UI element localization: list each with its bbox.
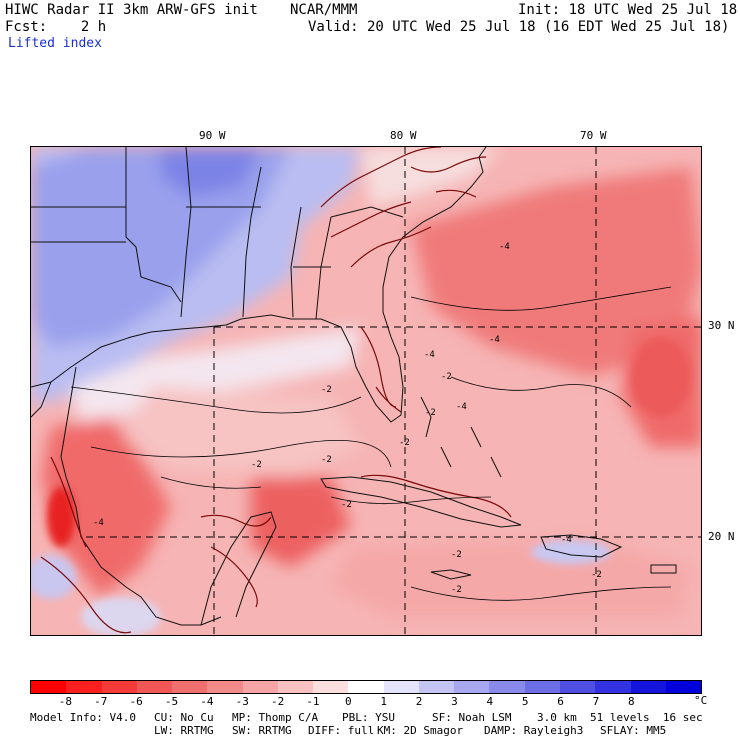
colorbar-tick-label: -5 bbox=[164, 695, 179, 708]
colorbar-swatch bbox=[630, 681, 666, 693]
footer-lw: LW: RRTMG bbox=[154, 724, 214, 737]
footer-diff: DIFF: full bbox=[308, 724, 375, 737]
contour-label: -2 bbox=[591, 570, 602, 580]
colorbar-swatch bbox=[172, 681, 208, 693]
lat-label-30n: 30 N bbox=[708, 319, 735, 332]
valid-time: Valid: 20 UTC Wed 25 Jul 18 (16 EDT Wed … bbox=[308, 19, 730, 35]
init-time: Init: 18 UTC Wed 25 Jul 18 bbox=[518, 2, 738, 18]
intense-cores bbox=[31, 337, 691, 635]
colorbar-tick-label: 7 bbox=[592, 695, 600, 708]
colorbar-swatch bbox=[136, 681, 173, 693]
colorbar-unit: °C bbox=[694, 694, 708, 707]
contour-label: -4 bbox=[424, 350, 435, 360]
contour-label: -2 bbox=[425, 408, 436, 418]
contour-label: -2 bbox=[321, 455, 332, 465]
colorbar-tick-label: -4 bbox=[200, 695, 214, 708]
contour-label: -2 bbox=[251, 460, 262, 470]
colorbar-tick-label: 2 bbox=[415, 695, 423, 708]
colorbar-tick-label: -8 bbox=[58, 695, 72, 708]
colorbar-tick-label: 3 bbox=[451, 695, 458, 708]
model-title: HIWC Radar II 3km ARW-GFS init bbox=[5, 2, 258, 18]
contour-label: -2 bbox=[451, 585, 462, 595]
footer-damp: DAMP: Rayleigh3 bbox=[484, 724, 584, 737]
convection-contours bbox=[40, 147, 512, 634]
colorbar-swatch bbox=[595, 681, 631, 693]
contour-label: -2 bbox=[341, 500, 352, 510]
colorbar-swatch bbox=[348, 681, 384, 693]
footer-km: KM: 2D Smagor bbox=[377, 724, 464, 737]
contour-label: -2 bbox=[441, 372, 452, 382]
colorbar-swatch bbox=[101, 681, 137, 693]
lat-label-20n: 20 N bbox=[708, 530, 735, 543]
coastlines bbox=[31, 147, 677, 626]
colorbar-tick-label: 6 bbox=[557, 695, 564, 708]
colorbar-swatch bbox=[383, 681, 419, 693]
colorbar-tick-label: -7 bbox=[94, 695, 108, 708]
contour-label: -4 bbox=[499, 242, 510, 252]
colorbar-swatch bbox=[31, 681, 67, 693]
footer-cu: CU: No Cu bbox=[154, 711, 214, 724]
center-label: NCAR/MMM bbox=[290, 2, 358, 18]
footer-mp: MP: Thomp C/A bbox=[232, 711, 319, 724]
colorbar-swatch bbox=[313, 681, 349, 693]
colorbar-swatch bbox=[454, 681, 490, 693]
colorbar-tick-label: 8 bbox=[627, 695, 635, 708]
footer-sflay: SFLAY: MM5 bbox=[600, 724, 667, 737]
colorbar-tick-label: 0 bbox=[345, 695, 352, 708]
colorbar-tick-label: 5 bbox=[521, 695, 529, 708]
colorbar-swatch bbox=[277, 681, 314, 693]
lon-label-70w: 70 W bbox=[580, 129, 607, 142]
footer-model-info: Model Info: V4.0 bbox=[30, 711, 136, 724]
lifted-index-map: -4 -4 -4 -2 -2 -4 -2 -2 -2 -4 -2 -2 -2 -… bbox=[30, 146, 702, 636]
graticule bbox=[86, 147, 701, 635]
contour-label: -4 bbox=[561, 535, 572, 545]
lon-label-80w: 80 W bbox=[390, 129, 417, 142]
colorbar-swatch bbox=[207, 681, 243, 693]
contour-label: -2 bbox=[321, 385, 332, 395]
lon-label-90w: 90 W bbox=[199, 129, 226, 142]
colorbar-swatch bbox=[559, 681, 596, 693]
contour-label: -4 bbox=[489, 335, 500, 345]
footer-sf: SF: Noah LSM bbox=[432, 711, 512, 724]
colorbar-tick-label: -1 bbox=[306, 695, 320, 708]
colorbar-tick-label: -2 bbox=[270, 695, 285, 708]
forecast-hour: Fcst: 2 h bbox=[5, 19, 107, 35]
colorbar-tick-label: -6 bbox=[129, 695, 143, 708]
colorbar-swatch bbox=[418, 681, 455, 693]
contour-label: -2 bbox=[451, 550, 462, 560]
colorbar-tick-label: -3 bbox=[235, 695, 249, 708]
contour-label-group: -4 -4 -4 -2 -2 -4 -2 -2 -2 -4 -2 -2 -2 -… bbox=[93, 242, 602, 595]
contour-label: -2 bbox=[399, 438, 410, 448]
colorbar-tick-label: 1 bbox=[380, 695, 387, 708]
colorbar-swatch bbox=[489, 681, 525, 693]
shaded-field bbox=[31, 147, 701, 617]
field-name: Lifted index bbox=[8, 36, 102, 51]
contour-label: -4 bbox=[93, 518, 104, 528]
colorbar-swatch bbox=[66, 681, 102, 693]
footer-pbl: PBL: YSU bbox=[342, 711, 395, 724]
colorbar-tick-label: 4 bbox=[486, 695, 494, 708]
colorbar-swatch bbox=[665, 681, 702, 693]
colorbar bbox=[30, 680, 702, 694]
footer-grid: 3.0 km 51 levels 16 sec bbox=[537, 711, 703, 724]
contour-label: -4 bbox=[456, 402, 467, 412]
isolines bbox=[70, 286, 672, 601]
map-canvas: -4 -4 -4 -2 -2 -4 -2 -2 -2 -4 -2 -2 -2 -… bbox=[31, 147, 701, 635]
colorbar-swatch bbox=[242, 681, 278, 693]
colorbar-swatch bbox=[524, 681, 560, 693]
footer-sw: SW: RRTMG bbox=[232, 724, 292, 737]
